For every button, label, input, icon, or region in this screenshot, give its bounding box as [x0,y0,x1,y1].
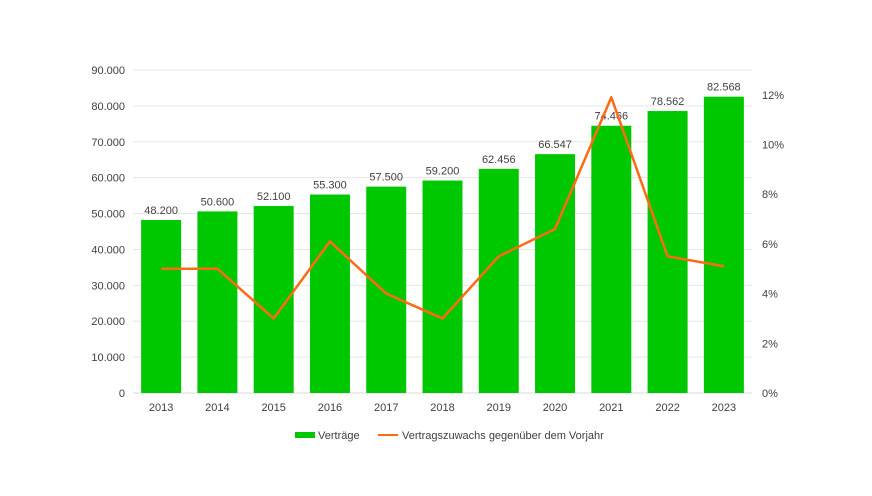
x-label-2016: 2016 [318,402,342,414]
legend-bar-label: Verträge [318,430,360,442]
bar-2013 [141,220,181,393]
right-tick-label: 6% [762,239,778,251]
bar-label-2018: 59.200 [426,166,460,178]
bar-label-2020: 66.547 [538,139,572,151]
right-tick-label: 2% [762,338,778,350]
x-label-2015: 2015 [261,402,285,414]
left-tick-label: 40.000 [91,244,125,256]
bar-label-2015: 52.100 [257,191,291,203]
x-label-2020: 2020 [543,402,567,414]
right-axis-ticks: 0% 2% 4% 6% 8% 10% 12% [762,90,784,400]
bars [141,97,744,393]
bar-2020 [535,154,575,393]
left-tick-label: 10.000 [91,352,125,364]
bar-label-2013: 48.200 [144,205,178,217]
legend-line-label: Vertragszuwachs gegenüber dem Vorjahr [402,430,604,442]
x-axis-labels: 2013 2014 2015 2016 2017 2018 2019 2020 2021 2022… [149,402,736,414]
x-label-2017: 2017 [374,402,398,414]
bar-2014 [197,211,237,393]
bar-label-2019: 62.456 [482,154,516,166]
right-tick-label: 10% [762,140,784,152]
left-tick-label: 30.000 [91,280,125,292]
left-tick-label: 20.000 [91,316,125,328]
right-tick-label: 4% [762,289,778,301]
right-tick-label: 0% [762,388,778,400]
bar-2022 [648,111,688,393]
bar-2023 [704,97,744,393]
bar-label-2021: 74.466 [594,111,628,123]
x-label-2023: 2023 [712,402,736,414]
bar-2018 [423,181,463,393]
left-tick-label: 90.000 [91,65,125,77]
bar-2021 [591,126,631,393]
left-tick-label: 0 [119,388,125,400]
left-tick-label: 70.000 [91,137,125,149]
bar-2017 [366,187,406,393]
bar-label-2023: 82.568 [707,82,741,94]
bar-2019 [479,169,519,393]
legend-bar-swatch [295,432,315,438]
left-tick-label: 80.000 [91,101,125,113]
x-label-2021: 2021 [599,402,623,414]
x-label-2014: 2014 [205,402,229,414]
legend: Verträge Vertragszuwachs gegenüber dem V… [295,430,604,442]
x-label-2018: 2018 [430,402,454,414]
bar-label-2016: 55.300 [313,180,347,192]
right-tick-label: 8% [762,189,778,201]
x-label-2019: 2019 [487,402,511,414]
x-label-2013: 2013 [149,402,173,414]
x-label-2022: 2022 [655,402,679,414]
left-tick-label: 60.000 [91,173,125,185]
bar-label-2022: 78.562 [651,96,685,108]
right-tick-label: 12% [762,90,784,102]
bar-2016 [310,195,350,393]
bar-label-2014: 50.600 [201,196,235,208]
left-axis-ticks: 0 10.000 20.000 30.000 40.000 50.000 60.000 70.… [91,65,125,400]
bar-label-2017: 57.500 [369,172,403,184]
left-tick-label: 50.000 [91,209,125,221]
